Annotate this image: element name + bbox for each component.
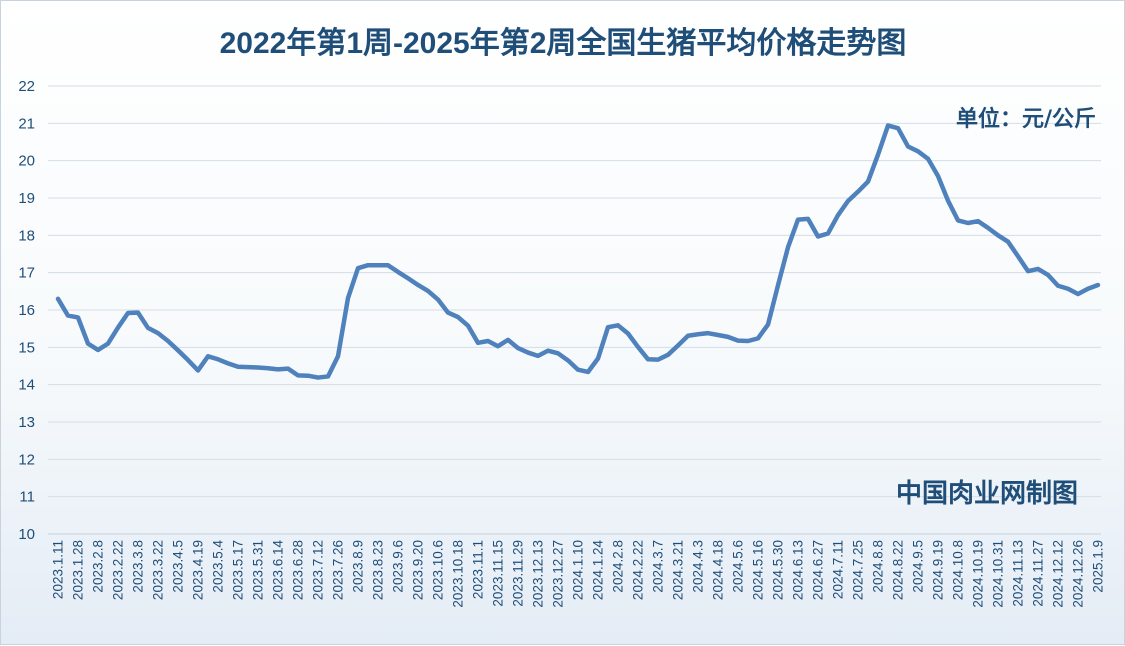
y-tick-label: 13 bbox=[18, 414, 35, 431]
x-tick-label: 2023.7.12 bbox=[311, 540, 326, 600]
x-tick-label: 2023.2.8 bbox=[91, 540, 106, 593]
x-tick-label: 2024.12.12 bbox=[1051, 540, 1066, 608]
y-tick-label: 21 bbox=[18, 115, 35, 132]
y-tick-label: 14 bbox=[18, 377, 35, 394]
x-tick-label: 2024.4.18 bbox=[711, 540, 726, 600]
source-watermark: 中国肉业网制图 bbox=[896, 479, 1078, 509]
grid-lines bbox=[48, 85, 1101, 498]
x-tick-label: 2025.1.9 bbox=[1091, 540, 1106, 593]
x-tick-label: 2024.11.27 bbox=[1031, 540, 1046, 607]
x-tick-label: 2024.2.22 bbox=[631, 540, 646, 600]
x-tick-label: 2023.11.1 bbox=[471, 540, 486, 599]
x-tick-label: 2024.10.8 bbox=[951, 540, 966, 600]
x-tick-label: 2023.6.28 bbox=[291, 540, 306, 600]
x-tick-label: 2024.11.13 bbox=[1011, 540, 1026, 607]
x-tick-label: 2023.7.26 bbox=[331, 540, 346, 600]
x-tick-label: 2023.6.14 bbox=[271, 540, 286, 601]
x-tick-label: 2024.2.8 bbox=[611, 540, 626, 593]
x-tick-label: 2023.4.5 bbox=[171, 540, 186, 593]
y-tick-label: 10 bbox=[18, 526, 35, 543]
price-series-line bbox=[55, 123, 1101, 380]
x-tick-label: 2024.6.13 bbox=[791, 540, 806, 600]
x-tick-label: 2024.1.10 bbox=[571, 540, 586, 600]
x-tick-label: 2024.3.21 bbox=[671, 540, 686, 600]
unit-label: 单位：元/公斤 bbox=[956, 106, 1096, 132]
y-tick-label: 15 bbox=[18, 339, 35, 356]
x-tick-label: 2023.9.20 bbox=[411, 540, 426, 600]
x-tick-label: 2023.3.22 bbox=[151, 540, 166, 600]
x-tick-label: 2024.10.31 bbox=[991, 540, 1006, 608]
y-tick-label: 16 bbox=[18, 302, 35, 319]
x-tick-label: 2023.1.11 bbox=[51, 540, 66, 599]
x-tick-label: 2023.12.27 bbox=[551, 540, 566, 608]
x-tick-label: 2024.7.11 bbox=[831, 540, 846, 599]
x-axis-tick-labels: 2023.1.11 2023.1.28 2023.2.8 2023.2.22 2023.… bbox=[51, 540, 1106, 608]
x-tick-label: 2024.3.7 bbox=[651, 540, 666, 593]
x-tick-label: 2023.2.22 bbox=[111, 540, 126, 600]
x-tick-label: 2023.4.19 bbox=[191, 540, 206, 600]
x-tick-label: 2023.12.13 bbox=[531, 540, 546, 608]
x-tick-label: 2024.12.26 bbox=[1071, 540, 1086, 608]
x-tick-label: 2024.4.3 bbox=[691, 540, 706, 593]
x-tick-label: 2024.6.27 bbox=[811, 540, 826, 600]
x-tick-label: 2024.9.5 bbox=[911, 540, 926, 593]
x-tick-label: 2023.9.6 bbox=[391, 540, 406, 593]
x-tick-label: 2023.1.28 bbox=[71, 540, 86, 600]
x-tick-label: 2024.5.6 bbox=[731, 540, 746, 593]
y-axis-tick-labels: 10 11 12 13 14 15 16 17 18 19 20 21 22 bbox=[18, 78, 35, 543]
x-tick-label: 2024.1.24 bbox=[591, 540, 606, 601]
x-tick-label: 2023.5.31 bbox=[251, 540, 266, 600]
x-tick-label: 2024.5.16 bbox=[751, 540, 766, 600]
x-tick-label: 2023.5.4 bbox=[211, 540, 226, 593]
y-tick-label: 19 bbox=[18, 190, 35, 207]
chart-title: 2022年第1周-2025年第2周全国生猪平均价格走势图 bbox=[220, 26, 907, 60]
x-tick-label: 2024.7.25 bbox=[851, 540, 866, 600]
x-tick-label: 2023.11.29 bbox=[511, 540, 526, 607]
y-tick-label: 18 bbox=[18, 227, 35, 244]
y-tick-label: 12 bbox=[18, 451, 35, 468]
x-tick-label: 2023.5.17 bbox=[231, 540, 246, 600]
y-tick-label: 22 bbox=[18, 78, 35, 95]
y-tick-label: 17 bbox=[18, 265, 35, 282]
y-tick-label: 20 bbox=[18, 153, 35, 170]
y-tick-label: 11 bbox=[19, 489, 35, 506]
x-tick-label: 2024.5.30 bbox=[771, 540, 786, 600]
x-tick-label: 2024.8.22 bbox=[891, 540, 906, 600]
x-tick-label: 2023.10.6 bbox=[431, 540, 446, 600]
x-tick-label: 2023.10.18 bbox=[451, 540, 466, 608]
x-tick-label: 2024.10.19 bbox=[971, 540, 986, 608]
x-tick-label: 2023.3.8 bbox=[131, 540, 146, 593]
x-tick-label: 2023.8.9 bbox=[351, 540, 366, 593]
x-tick-label: 2023.8.23 bbox=[371, 540, 386, 600]
x-tick-label: 2024.9.19 bbox=[931, 540, 946, 600]
x-tick-label: 2023.11.15 bbox=[491, 540, 506, 607]
x-tick-label: 2024.8.8 bbox=[871, 540, 886, 593]
